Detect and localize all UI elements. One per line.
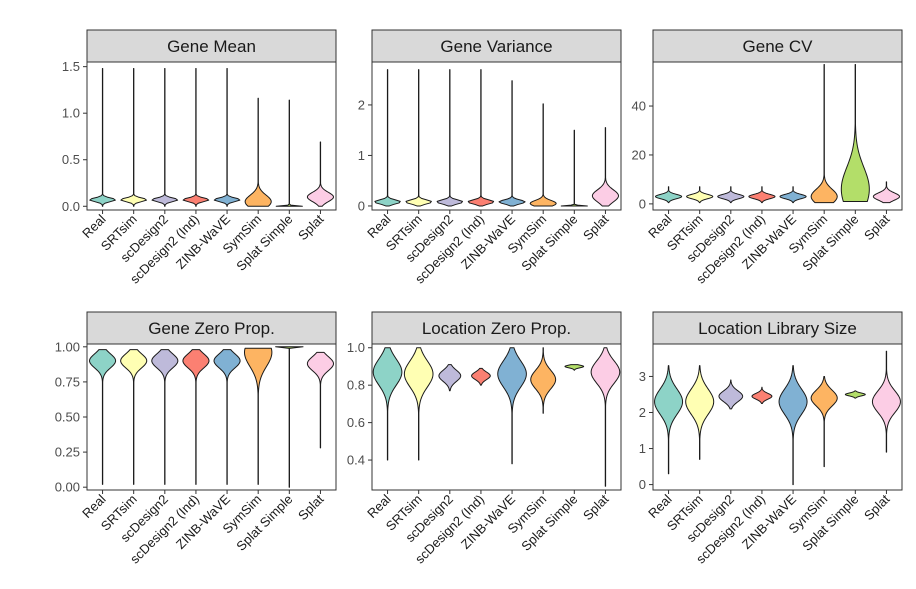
y-tick-label: 1.00: [55, 339, 80, 354]
violin-gene-zero-prop-splat: [306, 351, 334, 449]
panel-title-gene-cv: Gene CV: [743, 37, 814, 56]
y-tick-label: 20: [632, 147, 646, 162]
violin-location-library-size-real: [654, 365, 684, 475]
y-tick-label: 40: [632, 99, 646, 114]
violin-gene-variance-splat-simple: [560, 129, 588, 207]
violin-location-zero-prop-real: [372, 347, 403, 461]
panel-title-gene-variance: Gene Variance: [440, 37, 552, 56]
plot-area-gene-variance: [371, 61, 622, 211]
violin-location-zero-prop-scdesign2-ind: [471, 367, 491, 386]
panel-title-gene-mean: Gene Mean: [167, 37, 256, 56]
x-category-label: Splat: [580, 211, 612, 243]
strip-gene-zero-prop: [86, 311, 337, 345]
panel-gene-mean: Gene Mean0.00.51.01.5RealSRTsimscDesign2…: [62, 29, 337, 287]
violin-gene-cv-scdesign2-ind: [748, 186, 776, 204]
y-tick-label: 0: [639, 196, 646, 211]
panel-title-location-library-size: Location Library Size: [698, 319, 857, 338]
y-tick-label: 0.4: [347, 453, 365, 468]
violin-gene-cv-symsim: [810, 63, 838, 204]
violin-gene-mean-srtsim: [120, 68, 147, 207]
violin-gene-cv-splat-simple: [840, 63, 870, 202]
y-tick-label: 1: [639, 441, 646, 456]
violin-gene-zero-prop-scdesign2: [151, 349, 179, 485]
violin-gene-zero-prop-srtsim: [120, 349, 148, 485]
violin-gene-cv-scdesign2: [717, 186, 745, 204]
y-tick-label: 1.0: [62, 106, 80, 121]
plot-area-location-library-size: [652, 343, 903, 491]
violin-gene-mean-splat-simple: [275, 99, 303, 207]
violin-gene-mean-zinb-wave: [213, 68, 241, 207]
violin-location-library-size-splat-simple: [844, 390, 866, 399]
violin-gene-zero-prop-real: [89, 349, 117, 485]
violin-gene-mean-scdesign2: [151, 68, 179, 207]
panel-location-library-size: Location Library Size0123RealSRTsimscDes…: [639, 311, 903, 567]
violin-gene-variance-real: [374, 69, 401, 207]
panel-location-zero-prop: Location Zero Prop.0.40.60.81.0RealSRTsi…: [347, 311, 622, 567]
violin-location-zero-prop-splat: [590, 347, 621, 487]
x-category-label: Splat: [295, 491, 327, 523]
y-tick-label: 0: [639, 477, 646, 492]
violin-gene-cv-zinb-wave: [779, 186, 807, 204]
violin-gene-variance-symsim: [529, 103, 557, 207]
panel-gene-variance: Gene Variance012RealSRTsimscDesign2scDes…: [358, 29, 622, 287]
panel-title-location-zero-prop: Location Zero Prop.: [422, 319, 571, 338]
violin-location-zero-prop-srtsim: [403, 347, 434, 461]
y-tick-label: 0: [358, 198, 365, 213]
violin-gene-variance-scdesign2: [436, 69, 463, 207]
y-tick-label: 3: [639, 369, 646, 384]
x-category-label: Splat: [295, 211, 327, 243]
strip-gene-mean: [86, 29, 337, 63]
violin-location-library-size-srtsim: [685, 365, 715, 460]
violin-gene-zero-prop-scdesign2-ind: [182, 349, 210, 485]
violin-location-library-size-splat: [871, 350, 901, 453]
violin-gene-cv-splat: [872, 181, 900, 204]
violin-gene-zero-prop-symsim: [244, 347, 273, 485]
y-tick-label: 0.5: [62, 152, 80, 167]
violin-gene-variance-splat: [591, 127, 619, 207]
violin-location-zero-prop-scdesign2: [438, 364, 462, 392]
violin-gene-cv-real: [655, 186, 683, 204]
y-tick-label: 0.8: [347, 378, 365, 393]
y-tick-label: 0.00: [55, 480, 80, 495]
y-tick-label: 0.0: [62, 199, 80, 214]
y-tick-label: 0.6: [347, 415, 365, 430]
violin-gene-cv-srtsim: [686, 186, 714, 204]
violin-gene-zero-prop-splat-simple: [275, 346, 304, 488]
x-category-label: Splat: [580, 491, 612, 523]
y-tick-label: 1: [358, 148, 365, 163]
violin-gene-variance-scdesign2-ind: [467, 69, 495, 207]
violin-gene-mean-splat: [306, 141, 335, 207]
y-tick-label: 2: [358, 97, 365, 112]
strip-location-library-size: [652, 311, 903, 345]
violin-gene-variance-zinb-wave: [498, 80, 526, 207]
violin-location-library-size-symsim: [810, 375, 838, 468]
y-tick-label: 1.0: [347, 340, 365, 355]
violin-gene-mean-real: [89, 68, 116, 207]
violin-location-zero-prop-zinb-wave: [497, 347, 527, 465]
violin-gene-mean-scdesign2-ind: [182, 68, 210, 207]
y-tick-label: 0.50: [55, 410, 80, 425]
strip-gene-cv: [652, 29, 903, 63]
violin-location-zero-prop-symsim: [530, 347, 557, 414]
violin-gene-variance-srtsim: [405, 69, 432, 207]
panel-gene-cv: Gene CV02040RealSRTsimscDesign2scDesign2…: [632, 29, 903, 287]
violin-location-library-size-scdesign2-ind: [751, 386, 773, 404]
violin-location-library-size-zinb-wave: [778, 365, 808, 486]
y-tick-label: 0.25: [55, 445, 80, 460]
strip-location-zero-prop: [371, 311, 622, 345]
plot-area-gene-mean: [86, 61, 337, 211]
panel-gene-zero-prop: Gene Zero Prop.0.000.250.500.751.00RealS…: [55, 311, 337, 567]
x-category-label: Splat: [861, 211, 893, 243]
x-category-label: Splat: [861, 491, 893, 523]
violin-gene-mean-symsim: [244, 97, 272, 207]
violin-gene-zero-prop-zinb-wave: [213, 349, 241, 485]
violin-location-zero-prop-splat-simple: [564, 364, 585, 371]
y-tick-label: 1.5: [62, 59, 80, 74]
y-tick-label: 0.75: [55, 374, 80, 389]
violin-location-library-size-scdesign2: [718, 379, 744, 410]
y-tick-label: 2: [639, 405, 646, 420]
panel-title-gene-zero-prop: Gene Zero Prop.: [148, 319, 275, 338]
